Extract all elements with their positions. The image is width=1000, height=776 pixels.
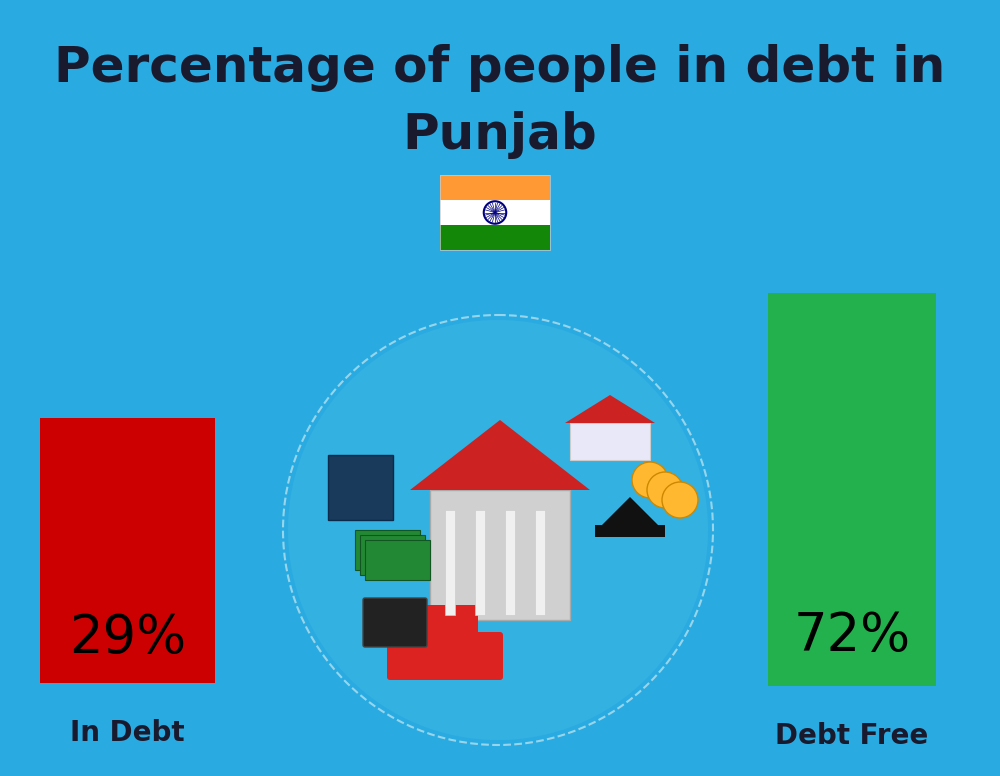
- FancyBboxPatch shape: [363, 598, 427, 647]
- FancyBboxPatch shape: [475, 510, 485, 615]
- FancyBboxPatch shape: [355, 530, 420, 570]
- FancyBboxPatch shape: [445, 510, 455, 615]
- FancyBboxPatch shape: [430, 490, 570, 620]
- Text: In Debt: In Debt: [70, 719, 185, 747]
- Circle shape: [494, 211, 496, 214]
- Text: 29%: 29%: [69, 612, 186, 664]
- Text: Debt Free: Debt Free: [775, 722, 929, 750]
- FancyBboxPatch shape: [360, 535, 425, 575]
- Circle shape: [288, 320, 708, 740]
- Circle shape: [662, 482, 698, 518]
- Circle shape: [647, 472, 683, 508]
- FancyBboxPatch shape: [570, 423, 650, 460]
- FancyBboxPatch shape: [412, 605, 478, 641]
- Circle shape: [632, 462, 668, 498]
- FancyBboxPatch shape: [365, 540, 430, 580]
- FancyBboxPatch shape: [440, 200, 550, 225]
- FancyBboxPatch shape: [40, 418, 215, 683]
- FancyBboxPatch shape: [387, 632, 503, 680]
- Polygon shape: [565, 395, 655, 423]
- FancyBboxPatch shape: [595, 525, 665, 537]
- FancyBboxPatch shape: [328, 455, 393, 520]
- FancyBboxPatch shape: [505, 510, 515, 615]
- FancyBboxPatch shape: [440, 225, 550, 250]
- FancyBboxPatch shape: [768, 293, 936, 686]
- Polygon shape: [410, 420, 590, 490]
- FancyBboxPatch shape: [535, 510, 545, 615]
- Text: Percentage of people in debt in: Percentage of people in debt in: [54, 44, 946, 92]
- FancyBboxPatch shape: [440, 175, 550, 200]
- Polygon shape: [602, 497, 658, 525]
- Text: Punjab: Punjab: [403, 111, 597, 159]
- Text: 72%: 72%: [793, 610, 911, 662]
